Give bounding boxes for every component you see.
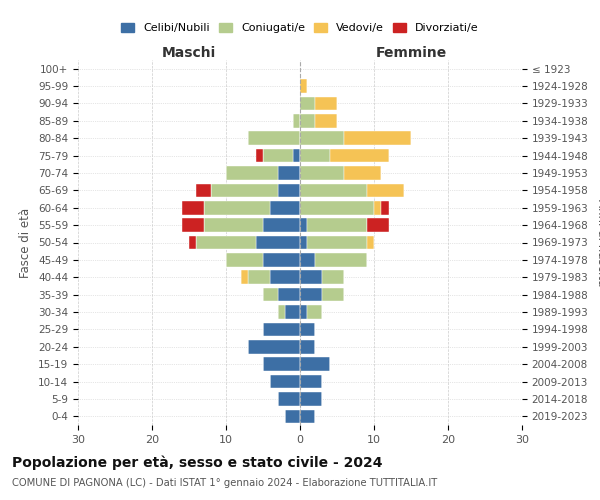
- Bar: [189, 236, 196, 250]
- Bar: [315, 253, 367, 266]
- Bar: [248, 340, 300, 353]
- Text: Maschi: Maschi: [162, 46, 216, 60]
- Text: Femmine: Femmine: [376, 46, 446, 60]
- Bar: [300, 132, 344, 145]
- Bar: [300, 96, 315, 110]
- Bar: [263, 218, 300, 232]
- Legend: Celibi/Nubili, Coniugati/e, Vedovi/e, Divorziati/e: Celibi/Nubili, Coniugati/e, Vedovi/e, Di…: [117, 18, 483, 38]
- Bar: [300, 114, 315, 128]
- Bar: [374, 201, 382, 214]
- Text: COMUNE DI PAGNONA (LC) - Dati ISTAT 1° gennaio 2024 - Elaborazione TUTTITALIA.IT: COMUNE DI PAGNONA (LC) - Dati ISTAT 1° g…: [12, 478, 437, 488]
- Bar: [285, 305, 300, 319]
- Bar: [300, 166, 344, 180]
- Bar: [367, 184, 404, 197]
- Bar: [300, 288, 322, 302]
- Bar: [196, 184, 211, 197]
- Bar: [211, 184, 278, 197]
- Bar: [256, 236, 300, 250]
- Bar: [278, 392, 300, 406]
- Bar: [248, 270, 271, 284]
- Bar: [293, 114, 300, 128]
- Bar: [226, 253, 263, 266]
- Bar: [278, 305, 285, 319]
- Bar: [382, 201, 389, 214]
- Bar: [278, 288, 300, 302]
- Bar: [300, 236, 307, 250]
- Bar: [263, 149, 293, 162]
- Bar: [367, 218, 389, 232]
- Bar: [300, 218, 307, 232]
- Bar: [300, 270, 322, 284]
- Bar: [226, 166, 278, 180]
- Bar: [182, 218, 204, 232]
- Bar: [300, 305, 307, 319]
- Bar: [344, 166, 382, 180]
- Bar: [300, 340, 315, 353]
- Y-axis label: Anni di nascita: Anni di nascita: [595, 199, 600, 286]
- Bar: [300, 410, 315, 423]
- Bar: [300, 392, 322, 406]
- Bar: [182, 201, 204, 214]
- Bar: [300, 80, 307, 93]
- Bar: [271, 270, 300, 284]
- Bar: [204, 218, 263, 232]
- Bar: [263, 253, 300, 266]
- Bar: [278, 166, 300, 180]
- Bar: [263, 358, 300, 371]
- Bar: [307, 218, 367, 232]
- Bar: [300, 201, 374, 214]
- Bar: [300, 322, 315, 336]
- Bar: [241, 270, 248, 284]
- Bar: [300, 375, 322, 388]
- Bar: [300, 253, 315, 266]
- Bar: [263, 288, 278, 302]
- Bar: [315, 96, 337, 110]
- Bar: [322, 270, 344, 284]
- Bar: [300, 149, 329, 162]
- Bar: [271, 375, 300, 388]
- Bar: [285, 410, 300, 423]
- Bar: [271, 201, 300, 214]
- Bar: [329, 149, 389, 162]
- Bar: [344, 132, 411, 145]
- Bar: [300, 184, 367, 197]
- Bar: [293, 149, 300, 162]
- Bar: [300, 358, 329, 371]
- Bar: [307, 305, 322, 319]
- Bar: [248, 132, 300, 145]
- Bar: [256, 149, 263, 162]
- Bar: [204, 201, 271, 214]
- Text: Popolazione per età, sesso e stato civile - 2024: Popolazione per età, sesso e stato civil…: [12, 455, 383, 469]
- Bar: [278, 184, 300, 197]
- Bar: [196, 236, 256, 250]
- Bar: [263, 322, 300, 336]
- Bar: [367, 236, 374, 250]
- Bar: [322, 288, 344, 302]
- Bar: [315, 114, 337, 128]
- Bar: [307, 236, 367, 250]
- Y-axis label: Fasce di età: Fasce di età: [19, 208, 32, 278]
